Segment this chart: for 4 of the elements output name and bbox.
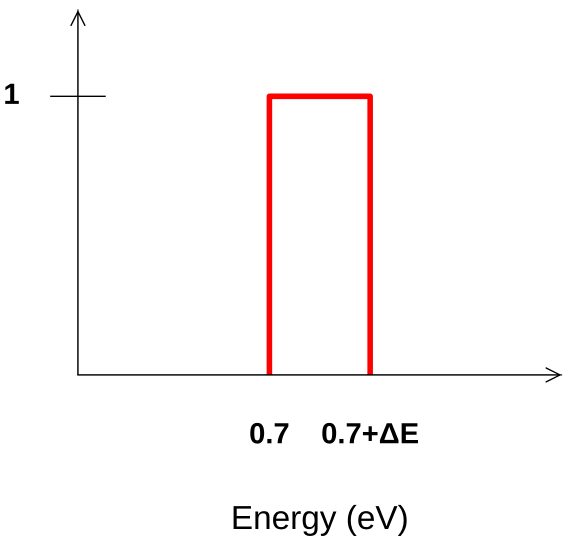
x-axis-title: Energy (eV) (234, 504, 407, 536)
x-tick-label: 0.7 (250, 422, 288, 444)
text: 1 (5, 84, 19, 104)
x-tick-label: 0.7+ΔE (322, 422, 418, 444)
